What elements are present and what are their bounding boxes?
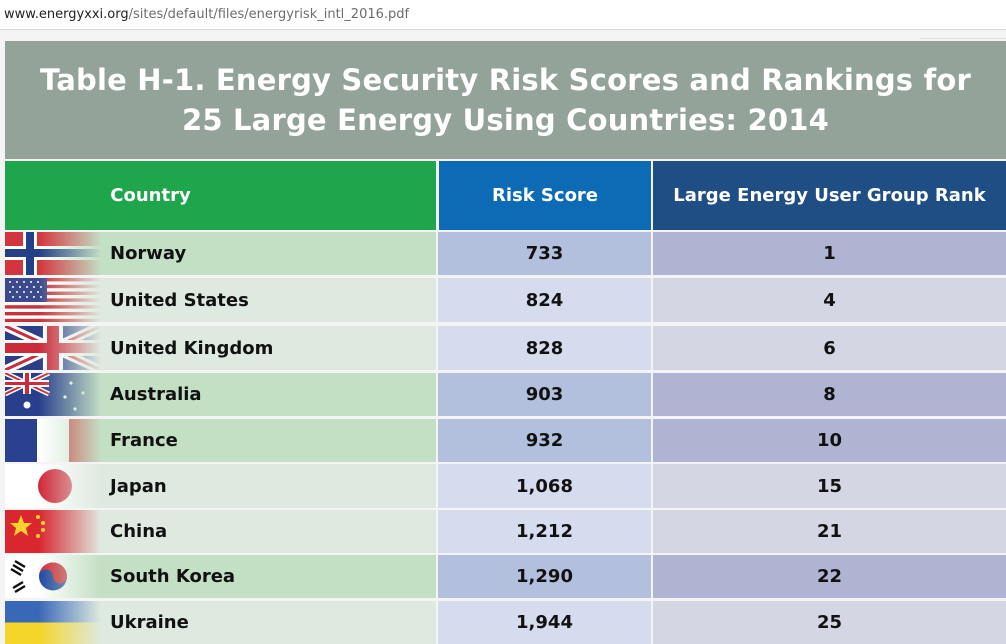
uk-flag-icon — [5, 326, 101, 370]
country-name: China — [110, 521, 168, 542]
country-name: Australia — [110, 384, 202, 405]
country-name: Ukraine — [110, 612, 189, 633]
risk-score-cell: 932 — [438, 419, 651, 462]
rank-cell: 4 — [653, 278, 1006, 322]
address-bar[interactable]: www.energyxxi.org/sites/default/files/en… — [0, 0, 1006, 30]
rank-cell: 21 — [653, 510, 1006, 553]
table-row: China 1,212 21 — [5, 510, 1006, 553]
rank-cell: 6 — [653, 326, 1006, 370]
china-flag-icon — [5, 510, 101, 553]
risk-score-cell: 828 — [438, 326, 651, 370]
rank-cell: 22 — [653, 555, 1006, 598]
toolbar-edge — [920, 30, 1006, 39]
country-cell: South Korea — [5, 555, 436, 598]
ukraine-flag-icon — [5, 601, 101, 644]
country-name: Norway — [110, 243, 187, 264]
country-cell: Norway — [5, 232, 436, 275]
table-row: South Korea 1,290 22 — [5, 555, 1006, 598]
risk-score-cell: 1,944 — [438, 601, 651, 644]
country-cell: United Kingdom — [5, 326, 436, 370]
table-title-line-2: 25 Large Energy Using Countries: 2014 — [181, 103, 830, 137]
rank-cell: 8 — [653, 373, 1006, 416]
rank-cell: 1 — [653, 232, 1006, 275]
header-group-rank: Large Energy User Group Rank — [653, 161, 1006, 230]
risk-score-cell: 824 — [438, 278, 651, 322]
country-name: United States — [110, 289, 249, 311]
table-row: Australia 903 8 — [5, 373, 1006, 416]
table-row: Norway 733 1 — [5, 232, 1006, 275]
table-title-line-1: Table H-1. Energy Security Risk Scores a… — [39, 63, 972, 97]
country-name: South Korea — [110, 566, 236, 587]
australia-flag-icon — [5, 373, 101, 416]
rank-cell: 15 — [653, 464, 1006, 508]
country-cell: France — [5, 419, 436, 462]
url-host: www.energyxxi.org — [4, 7, 129, 22]
country-name: Japan — [110, 475, 167, 497]
header-country: Country — [5, 161, 436, 230]
risk-score-cell: 1,212 — [438, 510, 651, 553]
risk-score-cell: 1,068 — [438, 464, 651, 508]
country-cell: Japan — [5, 464, 436, 508]
country-name: United Kingdom — [110, 337, 274, 359]
table-row: France 932 10 — [5, 419, 1006, 462]
south-korea-flag-icon — [5, 555, 101, 598]
header-risk-score: Risk Score — [439, 161, 651, 230]
rank-cell: 25 — [653, 601, 1006, 644]
url-path: /sites/default/files/energyrisk_intl_201… — [128, 7, 410, 22]
japan-flag-icon — [5, 464, 101, 508]
norway-flag-icon — [5, 232, 101, 275]
risk-score-cell: 733 — [438, 232, 651, 275]
risk-score-cell: 1,290 — [438, 555, 651, 598]
country-cell: United States — [5, 278, 436, 322]
usa-flag-icon — [5, 278, 101, 322]
risk-score-cell: 903 — [438, 373, 651, 416]
country-cell: Australia — [5, 373, 436, 416]
table-row: Ukraine 1,944 25 — [5, 601, 1006, 644]
table-row: Japan 1,068 15 — [5, 464, 1006, 508]
rank-cell: 10 — [653, 419, 1006, 462]
france-flag-icon — [5, 419, 101, 462]
table-row: United Kingdom 828 6 — [5, 326, 1006, 370]
country-cell: Ukraine — [5, 601, 436, 644]
country-cell: China — [5, 510, 436, 553]
table-title: Table H-1. Energy Security Risk Scores a… — [5, 41, 1006, 159]
table-row: United States 824 4 — [5, 278, 1006, 322]
country-name: France — [110, 430, 178, 451]
